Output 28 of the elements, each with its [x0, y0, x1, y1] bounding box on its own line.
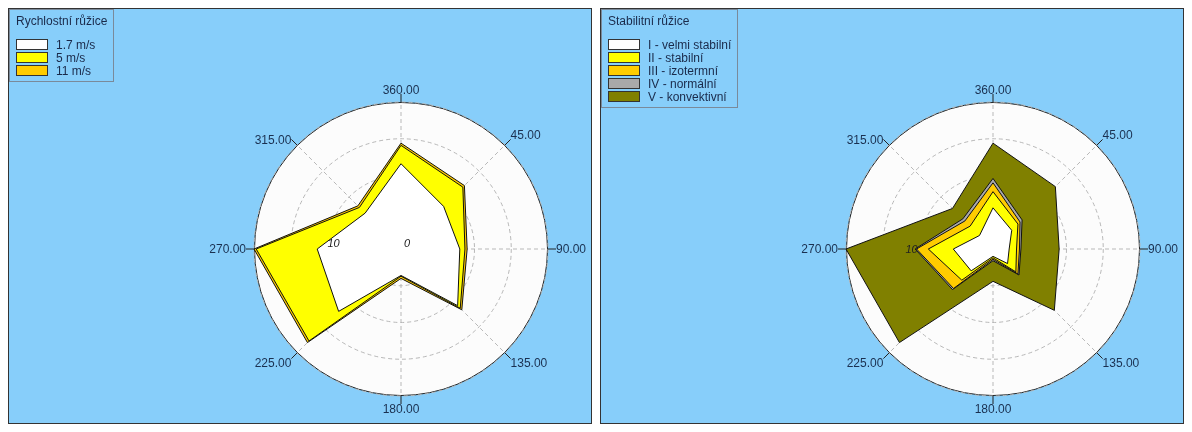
spoke-label: 45.00: [1102, 128, 1133, 143]
legend-label: 5 m/s: [56, 50, 86, 65]
spoke-label: 135.00: [510, 356, 548, 371]
legend-label: 11 m/s: [56, 63, 92, 78]
legend-label: II - stabilní: [648, 50, 704, 65]
spoke-label: 45.00: [510, 128, 541, 143]
legend-title: Rychlostní růžice: [16, 14, 108, 28]
spoke-label: 225.00: [254, 356, 292, 371]
spoke-label: 360.00: [974, 83, 1012, 97]
spoke-label: 180.00: [382, 401, 420, 416]
legend-label: 1.7 m/s: [56, 37, 96, 52]
spoke-label: 180.00: [974, 401, 1012, 416]
spoke-label: 315.00: [254, 132, 292, 147]
y-tick-label: 0: [403, 237, 411, 249]
spoke-label: 135.00: [1102, 356, 1140, 371]
legend-title: Stabilitní růžice: [608, 14, 691, 28]
spoke-label: 270.00: [801, 242, 839, 257]
legend-label: V - konvektivní: [648, 89, 727, 104]
spoke-label: 360.00: [382, 83, 420, 97]
legend-label: IV - normální: [648, 76, 717, 91]
spoke-label: 225.00: [846, 356, 884, 371]
legend-label: I - velmi stabilní: [648, 37, 732, 52]
spoke-label: 90.00: [556, 242, 587, 257]
text: 10: [905, 243, 918, 255]
legend-label: III - izotermní: [648, 63, 719, 78]
spoke-label: 90.00: [1148, 242, 1179, 257]
spoke-label: 270.00: [209, 242, 247, 257]
spoke-label: 315.00: [846, 132, 884, 147]
